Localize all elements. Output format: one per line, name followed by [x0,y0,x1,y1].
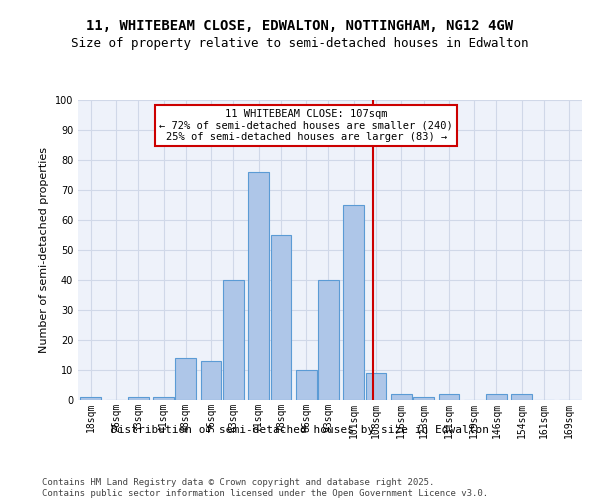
Bar [391,394,412,400]
Bar [343,205,364,400]
Bar [153,397,174,400]
Y-axis label: Number of semi-detached properties: Number of semi-detached properties [39,147,49,353]
Bar [201,361,221,400]
Bar [511,394,532,400]
Text: Distribution of semi-detached houses by size in Edwalton: Distribution of semi-detached houses by … [111,425,489,435]
Text: Size of property relative to semi-detached houses in Edwalton: Size of property relative to semi-detach… [71,37,529,50]
Bar [296,370,317,400]
Text: Contains HM Land Registry data © Crown copyright and database right 2025.
Contai: Contains HM Land Registry data © Crown c… [42,478,488,498]
Bar [413,397,434,400]
Text: 11 WHITEBEAM CLOSE: 107sqm
← 72% of semi-detached houses are smaller (240)
25% o: 11 WHITEBEAM CLOSE: 107sqm ← 72% of semi… [160,109,453,142]
Bar [175,358,196,400]
Bar [80,397,101,400]
Bar [365,373,386,400]
Bar [486,394,507,400]
Bar [318,280,339,400]
Bar [439,394,459,400]
Bar [223,280,244,400]
Bar [128,397,149,400]
Text: 11, WHITEBEAM CLOSE, EDWALTON, NOTTINGHAM, NG12 4GW: 11, WHITEBEAM CLOSE, EDWALTON, NOTTINGHA… [86,18,514,32]
Bar [271,235,291,400]
Bar [248,172,269,400]
